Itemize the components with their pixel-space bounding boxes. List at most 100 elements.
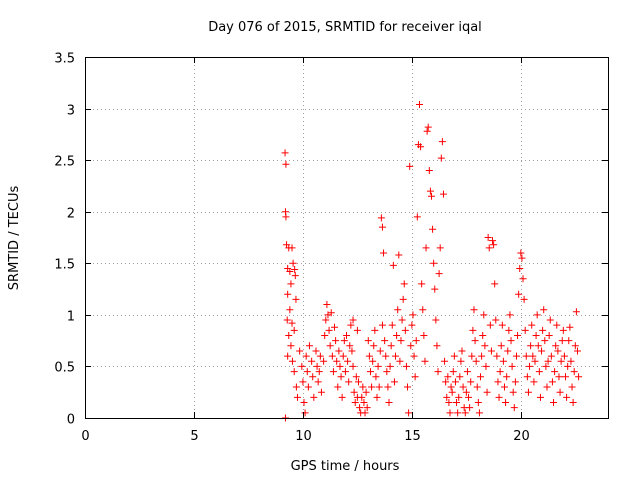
data-point — [489, 237, 497, 245]
data-point — [443, 393, 451, 401]
data-point — [387, 342, 395, 350]
data-point — [570, 368, 578, 376]
data-point — [283, 316, 291, 324]
data-point — [412, 337, 420, 345]
data-point — [335, 347, 343, 355]
data-point — [487, 347, 495, 355]
data-point — [499, 357, 507, 365]
data-point — [332, 337, 340, 345]
data-point — [301, 409, 309, 417]
data-point — [386, 362, 394, 370]
data-point — [287, 280, 295, 288]
data-point — [419, 306, 427, 314]
data-point — [417, 143, 425, 151]
data-point — [455, 393, 463, 401]
data-point — [523, 373, 531, 381]
data-point — [504, 347, 512, 355]
y-tick-label: 3 — [67, 104, 75, 119]
data-point — [353, 326, 361, 334]
data-point — [326, 342, 334, 350]
data-point — [459, 383, 467, 391]
data-point — [528, 321, 536, 329]
data-point — [385, 399, 393, 407]
data-point — [437, 154, 445, 162]
data-point — [568, 383, 576, 391]
data-point — [547, 352, 555, 360]
data-point — [532, 331, 540, 339]
data-point — [290, 368, 298, 376]
data-point — [413, 213, 421, 221]
data-point — [352, 373, 360, 381]
data-point — [418, 280, 426, 288]
data-point — [536, 393, 544, 401]
data-point — [562, 373, 570, 381]
data-point — [296, 347, 304, 355]
data-point — [425, 166, 433, 174]
data-point — [314, 378, 322, 386]
data-point — [356, 404, 364, 412]
y-tick-label: 0.5 — [54, 361, 75, 376]
data-point — [554, 347, 562, 355]
data-point — [545, 331, 553, 339]
data-point — [500, 383, 508, 391]
data-point — [350, 388, 358, 396]
data-point — [398, 316, 406, 324]
data-point — [381, 337, 389, 345]
data-point — [503, 373, 511, 381]
axis-ticks: 0 0.5 1 1.5 2 2.5 3 3.5 0 5 10 15 20 — [54, 52, 608, 444]
data-point — [462, 388, 470, 396]
data-point — [371, 326, 379, 334]
data-point — [421, 357, 429, 365]
data-point — [382, 352, 390, 360]
data-point — [531, 357, 539, 365]
data-point — [436, 244, 444, 252]
data-point — [322, 316, 330, 324]
data-point — [343, 331, 350, 339]
data-point — [424, 123, 432, 131]
data-point — [556, 388, 564, 396]
data-point — [475, 409, 483, 417]
data-point — [496, 368, 504, 376]
x-tick-label: 15 — [404, 429, 421, 444]
data-point — [288, 244, 296, 252]
data-point — [303, 368, 311, 376]
data-point — [405, 409, 413, 417]
data-point — [402, 362, 410, 370]
data-point — [457, 357, 465, 365]
data-point — [485, 244, 493, 252]
data-point — [473, 383, 481, 391]
data-point — [364, 337, 372, 345]
data-point — [407, 342, 415, 350]
data-point — [396, 357, 404, 365]
data-point — [302, 352, 310, 360]
data-point — [394, 306, 402, 314]
data-point — [465, 393, 473, 401]
data-point — [404, 383, 412, 391]
data-point — [445, 399, 453, 407]
data-point — [341, 368, 349, 376]
data-point — [550, 399, 558, 407]
data-point — [377, 214, 385, 222]
data-point — [451, 378, 459, 386]
y-tick-label: 2 — [67, 207, 75, 222]
data-point — [527, 342, 535, 350]
data-point — [510, 404, 518, 412]
y-tick-label: 1.5 — [54, 258, 75, 273]
data-point — [361, 409, 369, 417]
data-point — [349, 316, 357, 324]
data-point — [284, 290, 292, 298]
data-point — [434, 368, 442, 376]
data-point — [480, 311, 488, 319]
data-point — [491, 280, 499, 288]
data-point — [327, 309, 335, 317]
data-point — [508, 362, 516, 370]
data-point — [315, 368, 323, 376]
data-point — [456, 373, 464, 381]
data-point — [565, 337, 573, 345]
data-point — [374, 362, 382, 370]
data-point — [348, 347, 356, 355]
data-point — [284, 352, 292, 360]
data-point — [461, 409, 469, 417]
data-point — [492, 316, 500, 324]
data-point — [553, 321, 561, 329]
